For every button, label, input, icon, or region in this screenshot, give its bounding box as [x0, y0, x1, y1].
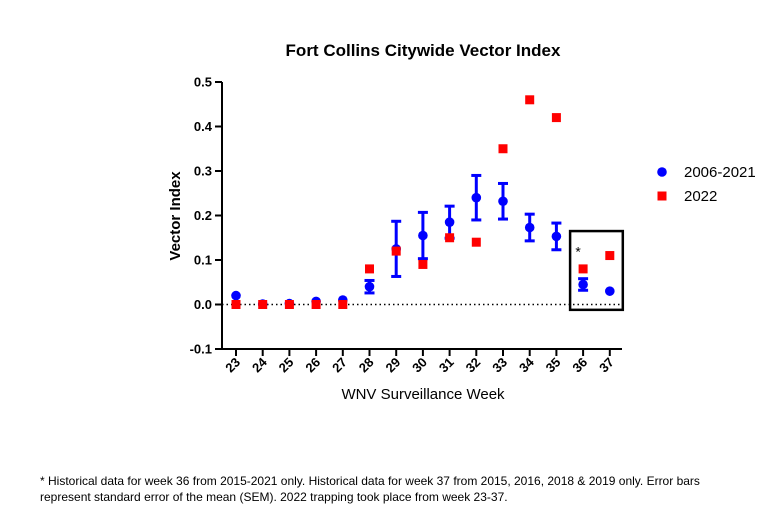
point-2022: [338, 300, 348, 309]
x-tick-label: 27: [329, 355, 350, 376]
point-2006-2021: [524, 222, 535, 233]
point-2022: [578, 264, 588, 274]
x-tick-label: 35: [543, 355, 564, 376]
point-2022: [525, 95, 535, 105]
legend-marker-2006-2021: [657, 167, 667, 177]
point-2006-2021: [231, 290, 241, 301]
y-tick-label: 0.2: [194, 208, 212, 223]
highlight-box: [568, 229, 625, 312]
point-2006-2021: [418, 230, 428, 241]
footnote: * Historical data for week 36 from 2015-…: [40, 474, 700, 504]
point-2022: [391, 246, 401, 256]
point-2022: [284, 300, 294, 309]
point-2022: [551, 113, 561, 123]
x-tick-label: 23: [222, 355, 243, 376]
point-2022: [498, 144, 508, 154]
y-tick-label: 0.3: [194, 164, 212, 179]
point-2022: [445, 233, 455, 243]
point-2022: [231, 300, 241, 309]
point-2022: [605, 251, 615, 261]
point-2022: [311, 300, 321, 309]
x-tick-label: 26: [302, 355, 323, 376]
point-2006-2021: [444, 217, 455, 227]
y-tick-label: 0.5: [194, 75, 212, 90]
point-2006-2021: [471, 192, 482, 203]
point-2022: [258, 300, 268, 309]
y-axis-title: Vector Index: [167, 171, 184, 261]
legend-marker-2022: [657, 191, 667, 201]
point-2006-2021: [605, 286, 615, 296]
point-2022: [471, 237, 481, 247]
point-2022: [418, 259, 428, 269]
point-2006-2021: [551, 231, 562, 242]
point-2006-2021: [578, 279, 588, 290]
y-tick-label: 0.4: [194, 119, 213, 134]
point-2006-2021: [364, 281, 375, 292]
x-tick-label: 30: [409, 355, 430, 376]
chart-title: Fort Collins Citywide Vector Index: [286, 41, 561, 60]
y-tick-label: -0.1: [190, 342, 212, 357]
y-tick-label: 0.1: [194, 253, 212, 268]
y-tick-label: 0.0: [194, 297, 212, 312]
legend: 2006-2021 2022: [657, 164, 756, 205]
x-tick-label: 32: [463, 355, 484, 376]
x-tick-label: 25: [276, 355, 297, 376]
x-tick-label: 24: [249, 354, 270, 375]
x-tick-label: 36: [569, 355, 590, 376]
x-axis-title: WNV Surveillance Week: [341, 386, 505, 403]
legend-label-2006-2021: 2006-2021: [684, 164, 756, 181]
x-tick-label: 34: [516, 354, 537, 375]
point-2006-2021: [498, 196, 508, 207]
vector-index-chart: Fort Collins Citywide Vector Index Vecto…: [167, 41, 756, 403]
point-2022: [365, 264, 374, 274]
x-tick-label: 29: [382, 355, 403, 376]
x-tick-label: 33: [489, 355, 510, 376]
legend-label-2022: 2022: [684, 188, 717, 205]
x-tick-label: 37: [596, 355, 617, 376]
x-tick-label: 31: [436, 355, 457, 376]
annotation-asterisk: *: [575, 243, 581, 259]
plot-area: -0.1 0.0 0.1 0.2 0.3 0.4 0.5 23 24 25 26 27 28 29 30 31…: [190, 75, 625, 376]
x-tick-label: 28: [356, 355, 377, 376]
